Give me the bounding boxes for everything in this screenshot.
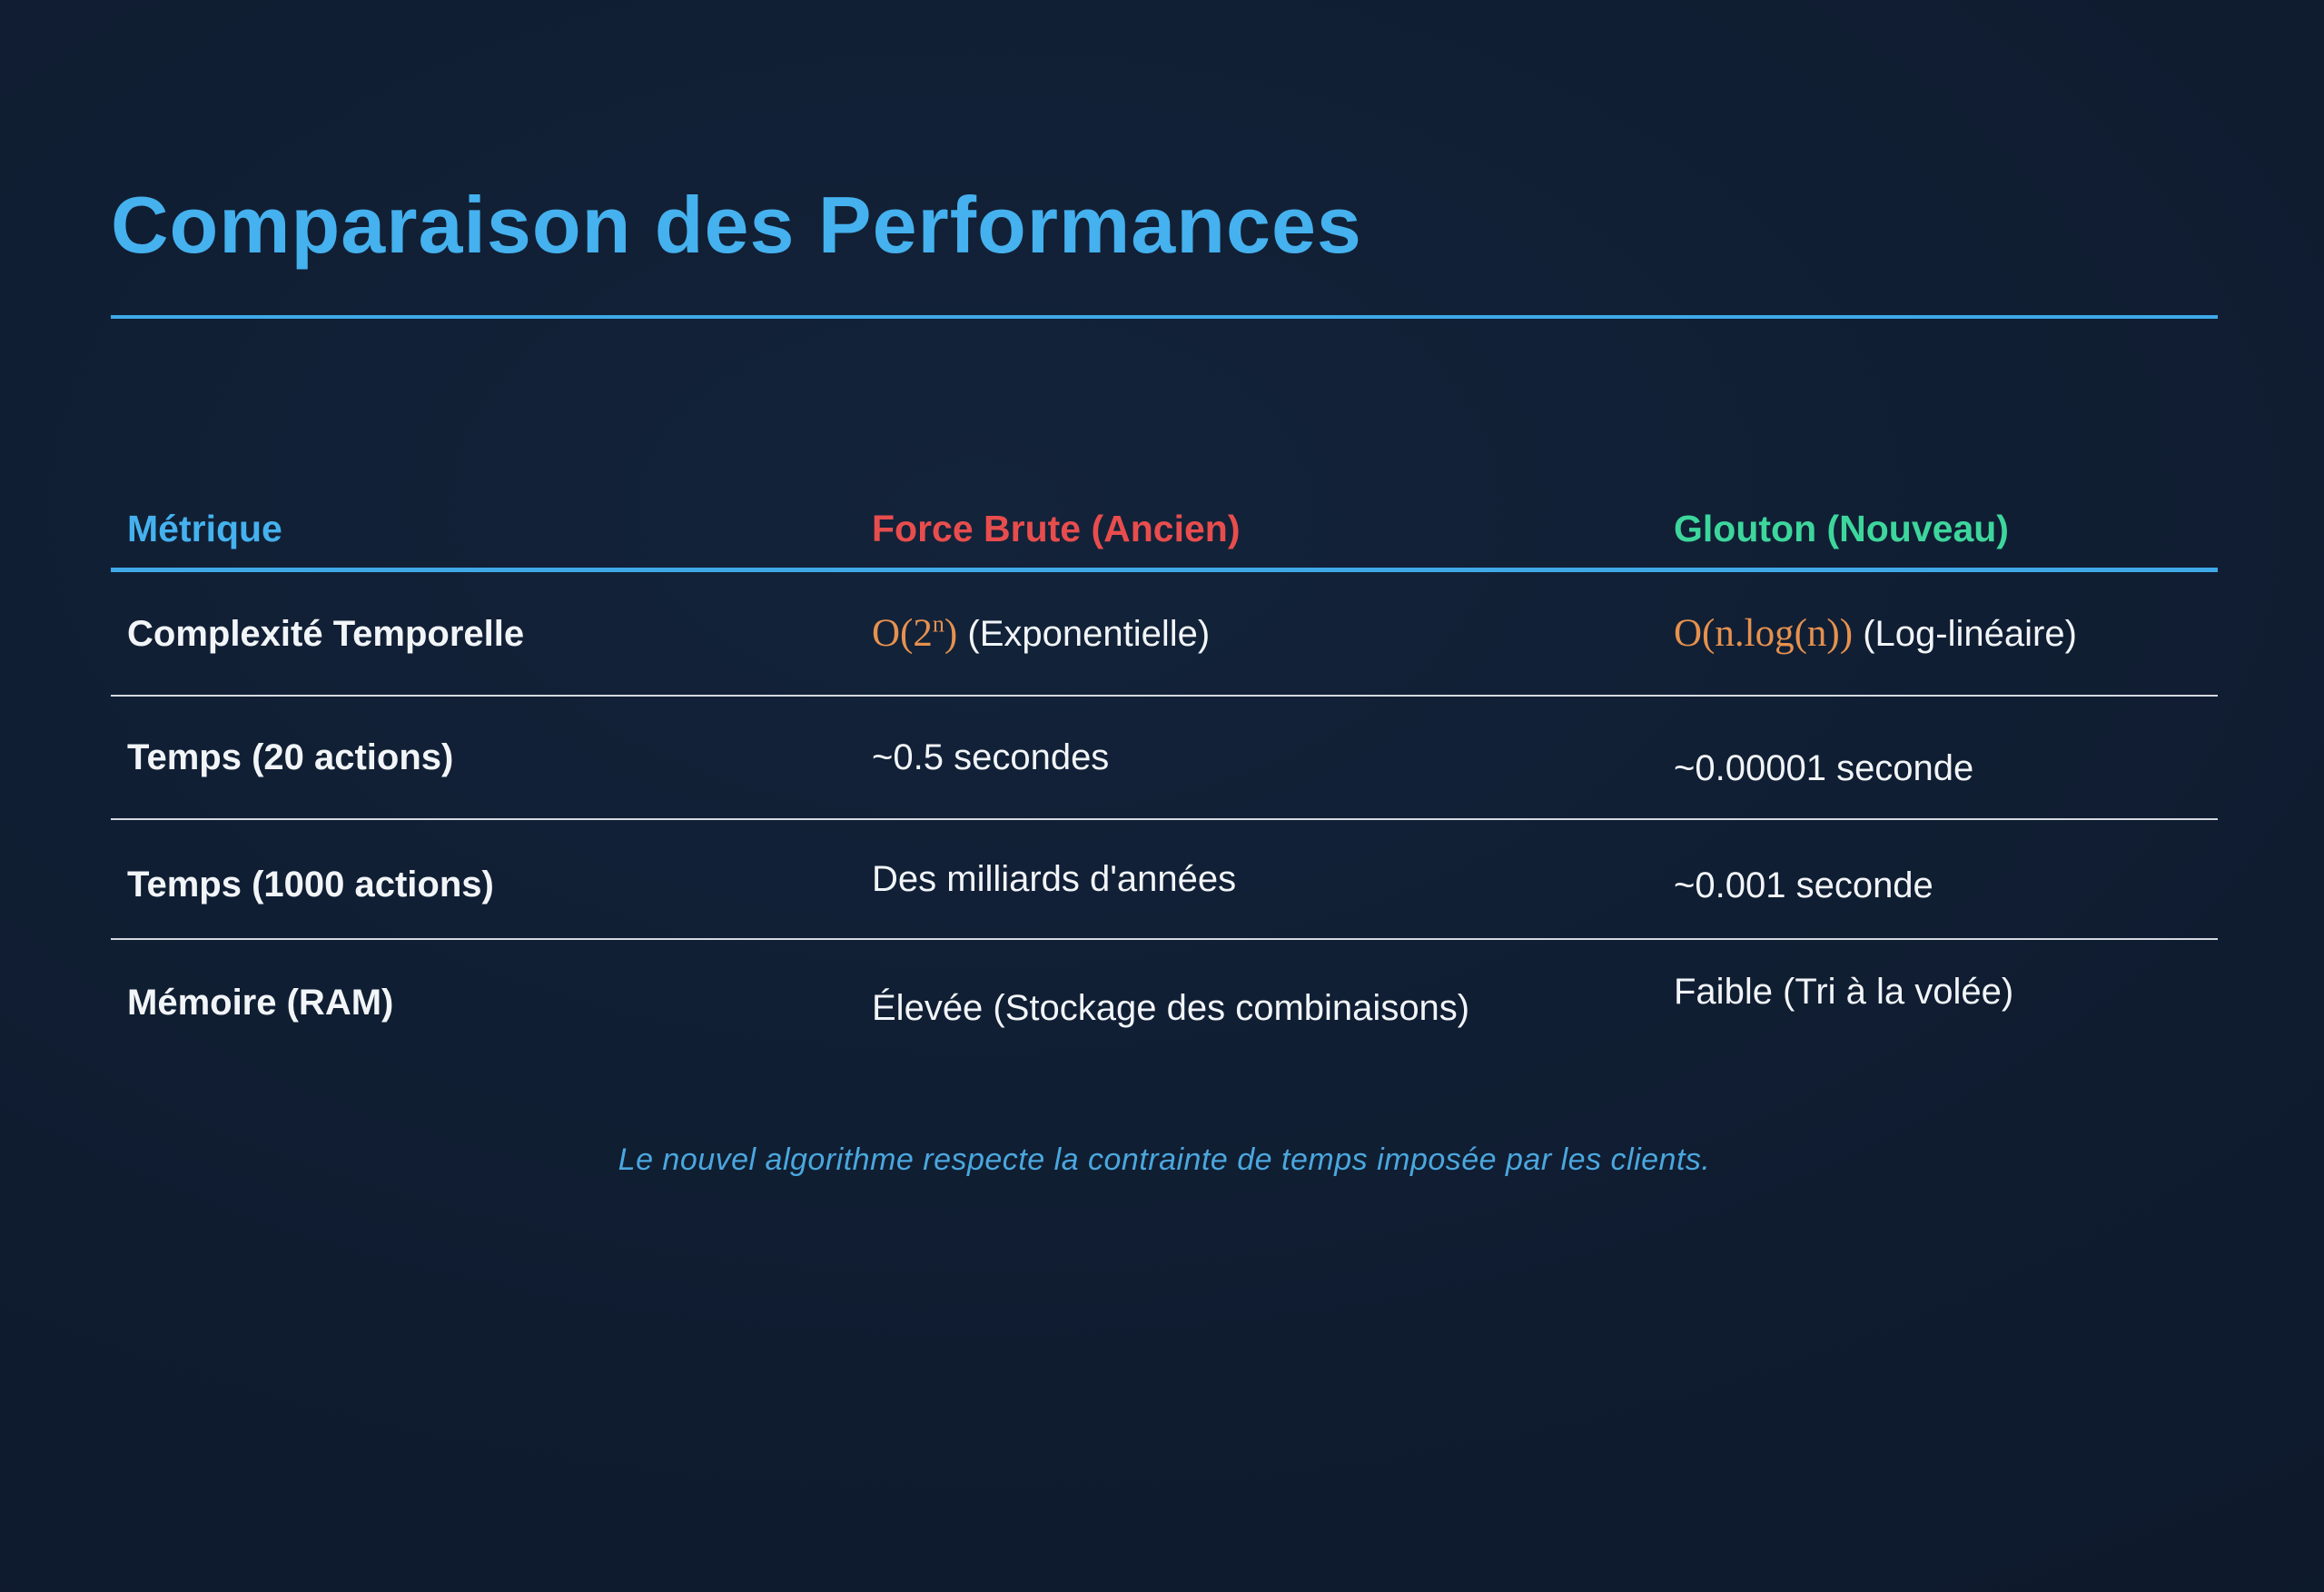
table-row-time-complexity: Complexité Temporelle O(2n) (Exponentiell… bbox=[111, 572, 2218, 697]
table-row-time-20-actions: Temps (20 actions) ~0.5 secondes ~0.0000… bbox=[111, 697, 2218, 820]
metric-label: Mémoire (RAM) bbox=[127, 983, 394, 1023]
brute-force-value-note: (Exponentielle) bbox=[967, 613, 1211, 654]
big-o-loglinear-formula: O(n.log(n)) bbox=[1674, 611, 1854, 655]
greedy-value: ~0.001 seconde bbox=[1674, 865, 1933, 905]
column-header-greedy: Glouton (Nouveau) bbox=[1674, 508, 2009, 549]
brute-force-value: O(2n) (Exponentielle) bbox=[872, 611, 1674, 656]
greedy-value: ~0.00001 seconde bbox=[1674, 748, 1974, 788]
column-header-brute-force: Force Brute (Ancien) bbox=[872, 508, 1241, 549]
brute-force-value: ~0.5 secondes bbox=[872, 737, 1110, 777]
metric-label: Complexité Temporelle bbox=[127, 613, 525, 654]
brute-force-value: Des milliards d'années bbox=[872, 859, 1237, 899]
table-header-row: Métrique Force Brute (Ancien) Glouton (N… bbox=[111, 472, 2218, 572]
slide-title: Comparaison des Performances bbox=[111, 180, 1362, 270]
greedy-value: Faible (Tri à la volée) bbox=[1674, 972, 2014, 1012]
title-underline bbox=[111, 315, 2218, 319]
greedy-value: O(n.log(n)) (Log-linéaire) bbox=[1674, 611, 2218, 656]
table-row-time-1000-actions: Temps (1000 actions) Des milliards d'ann… bbox=[111, 820, 2218, 940]
metric-label: Temps (1000 actions) bbox=[127, 865, 494, 905]
conclusion-note: Le nouvel algorithme respecte la contrai… bbox=[618, 1142, 1711, 1177]
greedy-value-note: (Log-linéaire) bbox=[1863, 613, 2077, 654]
performance-comparison-table: Métrique Force Brute (Ancien) Glouton (N… bbox=[111, 472, 2218, 1065]
metric-label: Temps (20 actions) bbox=[127, 737, 454, 777]
big-o-exponential-formula: O(2n) bbox=[872, 610, 958, 655]
column-header-metric: Métrique bbox=[127, 508, 282, 549]
table-row-memory-ram: Mémoire (RAM) Élevée (Stockage des combi… bbox=[111, 940, 2218, 1065]
brute-force-value: Élevée (Stockage des combinaisons) bbox=[872, 988, 1470, 1028]
